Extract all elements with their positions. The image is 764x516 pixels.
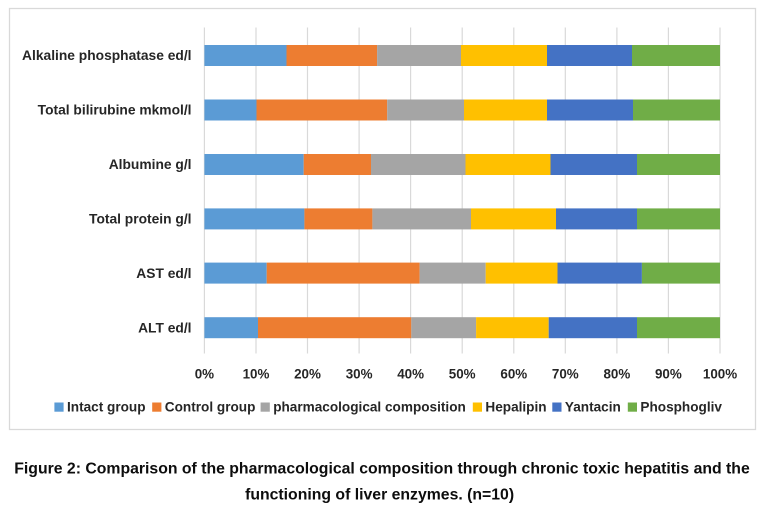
svg-text:Control group: Control group: [165, 400, 256, 415]
svg-text:Alkaline phosphatase ed/l: Alkaline phosphatase ed/l: [22, 48, 191, 63]
svg-text:20%: 20%: [294, 367, 321, 382]
svg-text:70%: 70%: [552, 367, 579, 382]
svg-text:Total bilirubine mkmol/l: Total bilirubine mkmol/l: [38, 103, 192, 118]
svg-text:100%: 100%: [703, 367, 737, 382]
svg-text:ALT ed/l: ALT ed/l: [138, 320, 191, 335]
svg-text:Hepalipin: Hepalipin: [485, 400, 546, 415]
svg-text:10%: 10%: [243, 367, 270, 382]
svg-text:AST ed/l: AST ed/l: [136, 266, 191, 281]
svg-text:60%: 60%: [500, 367, 527, 382]
svg-text:90%: 90%: [655, 367, 682, 382]
svg-text:80%: 80%: [603, 367, 630, 382]
svg-text:functioning of liver enzymes.: functioning of liver enzymes. (n=10): [245, 487, 514, 504]
svg-text:Intact group: Intact group: [67, 400, 146, 415]
svg-text:50%: 50%: [449, 367, 476, 382]
svg-text:40%: 40%: [397, 367, 424, 382]
svg-text:Figure 2: Comparison of the ph: Figure 2: Comparison of the pharmacologi…: [14, 461, 750, 478]
svg-text:30%: 30%: [346, 367, 373, 382]
svg-text:Yantacin: Yantacin: [565, 400, 621, 415]
svg-text:0%: 0%: [195, 367, 214, 382]
svg-text:Total protein g/l: Total protein g/l: [89, 212, 191, 227]
svg-text:Phosphogliv: Phosphogliv: [640, 400, 722, 415]
svg-text:pharmacological composition: pharmacological composition: [273, 400, 466, 415]
svg-text:Albumine g/l: Albumine g/l: [109, 157, 192, 172]
